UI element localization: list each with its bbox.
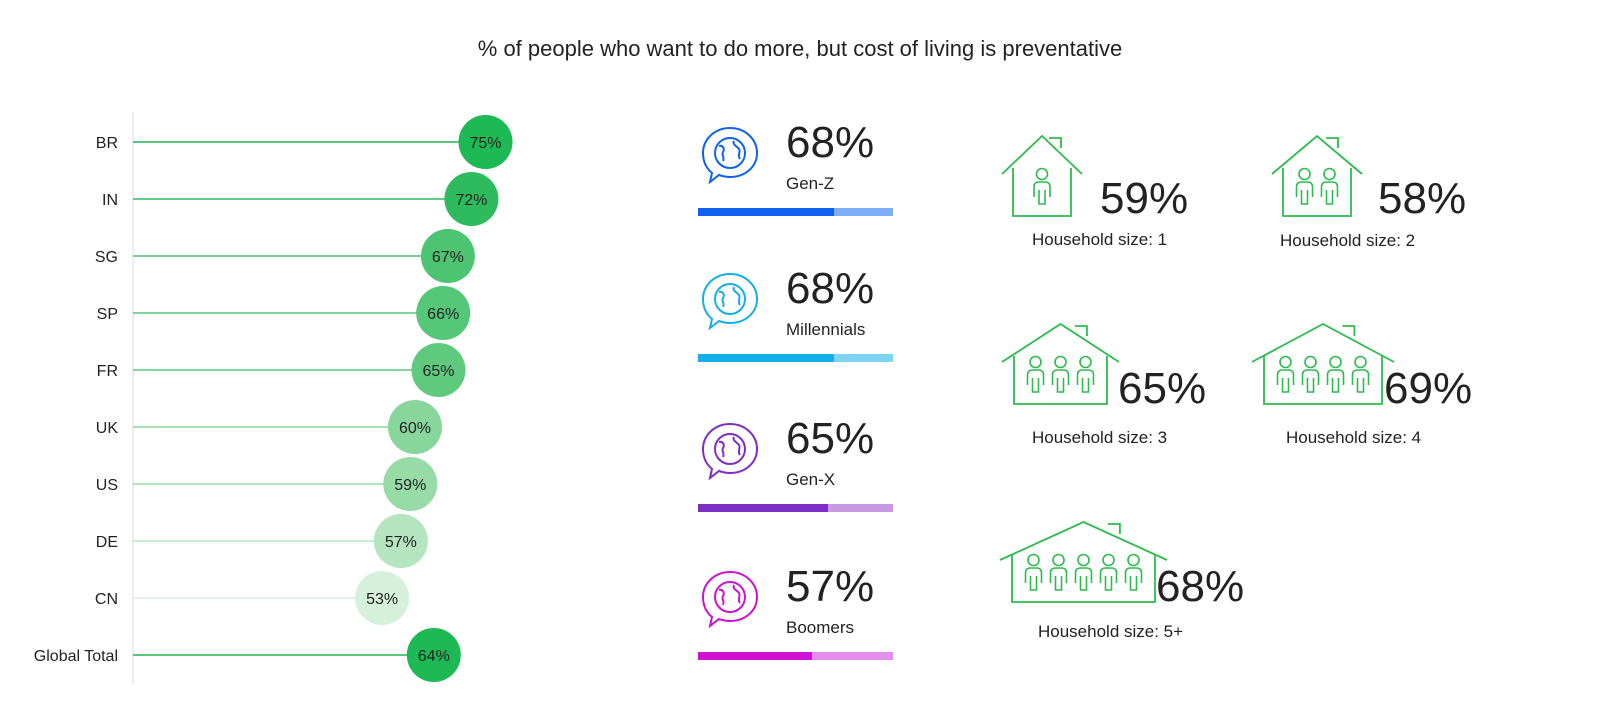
globe-chat-icon [701,422,759,480]
value-label: 59% [394,477,426,494]
gen-progress-fill [698,208,834,216]
value-label: 60% [399,420,431,437]
gen-block-gen-x: 65% Gen-X [698,414,893,550]
gen-value: 57% [786,562,875,611]
gen-value: 68% [786,264,875,313]
gen-progress-bar [698,504,893,512]
household-value: 59% [1100,174,1189,223]
lollipop-dot [411,343,466,397]
value-label: 64% [418,648,450,665]
category-label: IN [102,192,118,209]
gen-block-gen-z: 68% Gen-Z [698,118,893,254]
house-people-icon [1271,134,1363,217]
globe-chat-icon [701,570,759,628]
household-label: Household size: 1 [1032,230,1168,249]
gen-progress-bar [698,354,893,362]
gen-label: Boomers [786,618,855,637]
lollipop-dot [458,115,513,169]
lollipop-dot [420,229,475,283]
globe-chat-icon [701,272,759,330]
category-label: US [96,477,118,494]
gen-progress-fill [698,652,812,660]
gen-label: Gen-X [786,470,836,489]
gen-label: Gen-Z [786,174,835,193]
value-label: 67% [432,249,464,266]
lollipop-dot [444,172,499,226]
lollipop-dot [383,457,438,511]
value-label: 57% [385,534,417,551]
household-label: Household size: 3 [1032,428,1168,447]
category-label: Global Total [34,648,118,665]
category-label: DE [96,534,118,551]
gen-progress-fill [698,504,828,512]
gen-value: 65% [786,414,875,463]
gen-progress-bar [698,208,893,216]
house-people-icon [999,521,1168,603]
household-label: Household size: 5+ [1038,622,1184,641]
page-title: % of people who want to do more, but cos… [477,36,1123,61]
household-label: Household size: 2 [1280,231,1416,250]
gen-label: Millennials [786,320,866,339]
category-label: CN [95,591,118,608]
gen-block-millennials: 68% Millennials [698,264,893,400]
value-label: 53% [366,591,398,608]
house-people-icon [1251,322,1395,405]
lollipop-dot [388,400,442,454]
category-label: UK [96,420,119,437]
gen-value: 68% [786,118,875,167]
category-label: SP [97,306,118,323]
value-label: 72% [455,192,487,209]
value-label: 65% [422,363,454,380]
lollipop-dot [406,628,461,682]
category-label: BR [96,135,118,152]
category-label: FR [97,363,118,380]
lollipop-dot [373,514,428,568]
household-label: Household size: 4 [1286,428,1422,447]
value-label: 66% [427,306,459,323]
category-label: SG [95,249,118,266]
house-people-icon [1001,134,1083,217]
gen-progress-fill [698,354,834,362]
lollipop-chart: 75% BR 72% IN 67% SG 66% SP 65% FR 60% UK 59% US 57% DE… [34,112,513,684]
gen-block-boomers: 57% Boomers [698,562,893,698]
household-value: 69% [1384,364,1473,413]
value-label: 75% [469,135,501,152]
household-value: 68% [1156,562,1245,611]
globe-chat-icon [701,126,759,184]
gen-progress-bar [698,652,893,660]
lollipop-dot [416,286,471,340]
household-value: 65% [1118,364,1207,413]
lollipop-dot [355,571,410,625]
household-value: 58% [1378,174,1467,223]
house-people-icon [1001,322,1120,405]
